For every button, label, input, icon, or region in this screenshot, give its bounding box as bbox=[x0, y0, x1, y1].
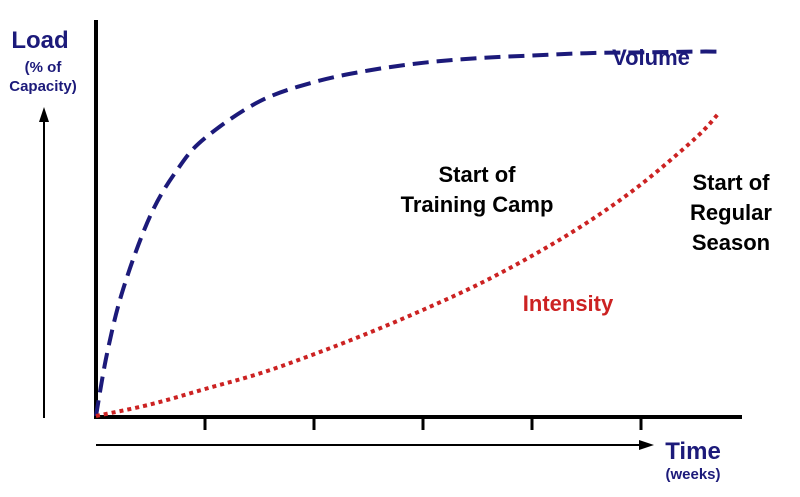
annotation-regular-season-line-3: Season bbox=[692, 230, 770, 255]
series-line-intensity bbox=[95, 113, 719, 418]
x-axis-sublabel: (weeks) bbox=[665, 466, 720, 483]
y-axis-label: Load bbox=[11, 27, 68, 54]
annotation-regular-season-line-2: Regular bbox=[690, 200, 772, 225]
series-label-volume: Volume bbox=[612, 45, 690, 70]
series-label-intensity: Intensity bbox=[523, 291, 614, 316]
y-axis-sublabel-line-1: (% of bbox=[25, 59, 63, 76]
x-axis-ticks bbox=[203, 417, 643, 430]
x-axis-label: Time bbox=[665, 438, 721, 465]
x-direction-arrow bbox=[96, 440, 654, 450]
y-direction-arrow bbox=[39, 107, 49, 418]
y-axis-sublabel-line-2: Capacity) bbox=[9, 78, 77, 95]
annotation-training-camp-line-2: Training Camp bbox=[401, 192, 554, 217]
annotation-regular-season-line-1: Start of bbox=[693, 170, 771, 195]
series-line-volume bbox=[94, 49, 718, 417]
annotation-training-camp-line-1: Start of bbox=[439, 162, 517, 187]
